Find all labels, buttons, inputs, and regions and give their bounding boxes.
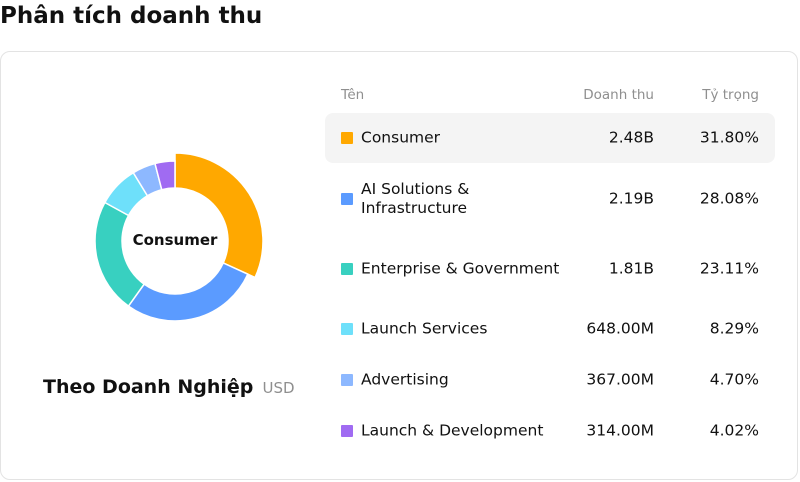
donut-slice-1[interactable] [127, 261, 249, 322]
segment-revenue: 2.48B [608, 128, 654, 147]
legend-swatch [341, 374, 353, 386]
segment-share: 23.11% [699, 259, 759, 278]
segment-name: Consumer [361, 128, 441, 147]
segment-name: Advertising [361, 370, 449, 389]
header-revenue: Doanh thu [583, 87, 654, 103]
currency-unit: USD [262, 379, 295, 397]
segment-row[interactable]: Launch Services 648.00M 8.29% [325, 304, 775, 354]
segment-share: 31.80% [699, 128, 759, 147]
segment-name: Launch Services [361, 319, 488, 338]
segment-row[interactable]: AI Solutions & Infrastructure 2.19B 28.08% [325, 164, 775, 234]
segment-row[interactable]: Enterprise & Government 1.81B 23.11% [325, 234, 775, 304]
segment-name: Launch & Development [361, 421, 544, 440]
legend-swatch [341, 263, 353, 275]
donut-slice-5[interactable] [154, 160, 176, 191]
segment-share: 8.29% [709, 319, 759, 338]
segment-row[interactable]: Launch & Development 314.00M 4.02% [325, 406, 775, 456]
segment-share: 28.08% [699, 189, 759, 208]
segment-row[interactable]: Consumer 2.48B 31.80% [325, 113, 775, 163]
page-title: Phân tích doanh thu [0, 3, 263, 29]
legend-swatch [341, 132, 353, 144]
donut-slice-0[interactable] [174, 152, 264, 279]
segment-revenue: 367.00M [586, 370, 654, 389]
donut-center-label: Consumer [132, 231, 218, 249]
legend-swatch [341, 425, 353, 437]
segment-revenue: 314.00M [586, 421, 654, 440]
segment-name: Enterprise & Government [361, 259, 560, 278]
header-share: Tỷ trọng [702, 87, 759, 103]
segment-name: AI Solutions & Infrastructure [361, 180, 470, 217]
segment-type-label: Theo Doanh Nghiệp [43, 376, 254, 398]
chart-footer: Theo Doanh Nghiệp USD [43, 376, 295, 398]
segment-revenue: 1.81B [608, 259, 654, 278]
legend-swatch [341, 323, 353, 335]
header-name: Tên [341, 87, 365, 103]
segment-revenue: 648.00M [586, 319, 654, 338]
segment-row[interactable]: Advertising 367.00M 4.70% [325, 355, 775, 405]
segment-share: 4.70% [709, 370, 759, 389]
donut-chart [94, 152, 264, 322]
segment-revenue: 2.19B [608, 189, 654, 208]
legend-swatch [341, 193, 353, 205]
segment-share: 4.02% [709, 421, 759, 440]
donut-slice-2[interactable] [94, 201, 146, 308]
